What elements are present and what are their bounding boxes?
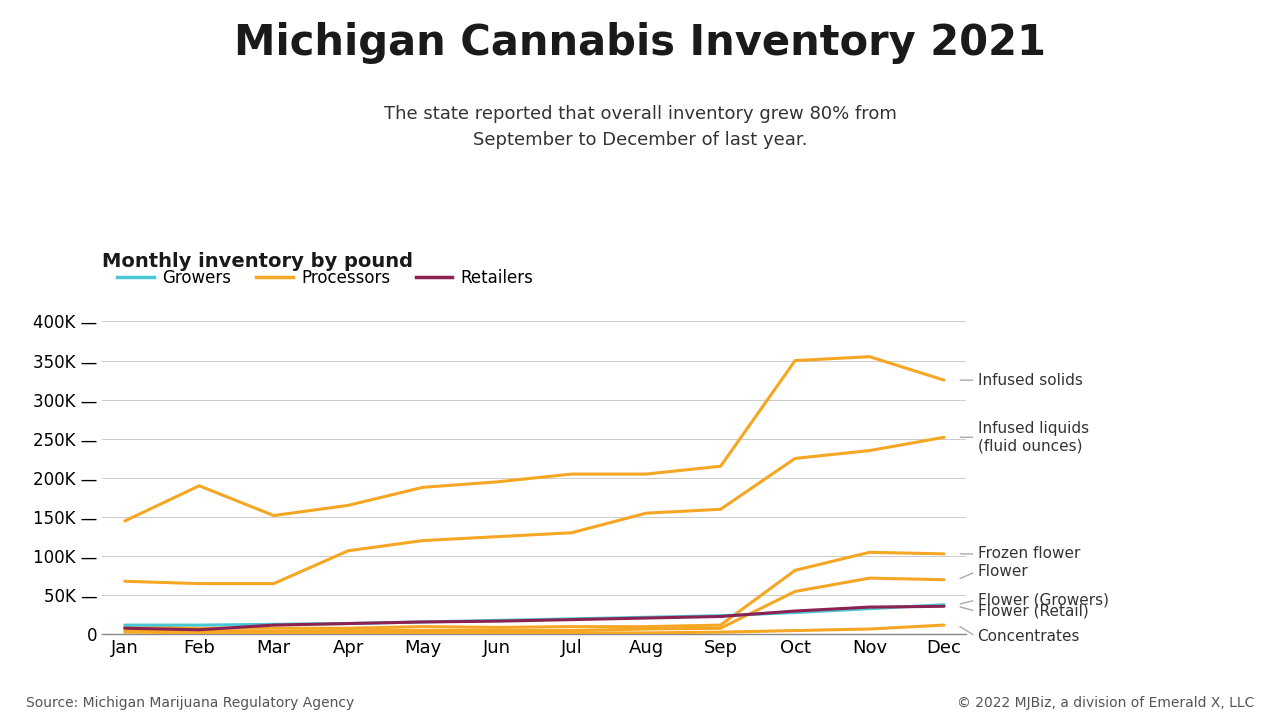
Text: Infused solids: Infused solids: [978, 373, 1083, 388]
Text: Concentrates: Concentrates: [978, 629, 1080, 644]
Text: Flower (Retail): Flower (Retail): [978, 603, 1088, 619]
Text: Flower (Growers): Flower (Growers): [978, 593, 1108, 608]
Text: © 2022 MJBiz, a division of Emerald X, LLC: © 2022 MJBiz, a division of Emerald X, L…: [957, 696, 1254, 710]
Text: Source: Michigan Marijuana Regulatory Agency: Source: Michigan Marijuana Regulatory Ag…: [26, 696, 353, 710]
Legend: Growers, Processors, Retailers: Growers, Processors, Retailers: [111, 262, 540, 294]
Text: Frozen flower: Frozen flower: [978, 547, 1080, 562]
Text: Infused liquids
(fluid ounces): Infused liquids (fluid ounces): [978, 421, 1089, 454]
Text: Monthly inventory by pound: Monthly inventory by pound: [102, 252, 413, 271]
Text: Flower: Flower: [978, 565, 1028, 580]
Text: Michigan Cannabis Inventory 2021: Michigan Cannabis Inventory 2021: [234, 22, 1046, 63]
Text: The state reported that overall inventory grew 80% from
September to December of: The state reported that overall inventor…: [384, 105, 896, 149]
